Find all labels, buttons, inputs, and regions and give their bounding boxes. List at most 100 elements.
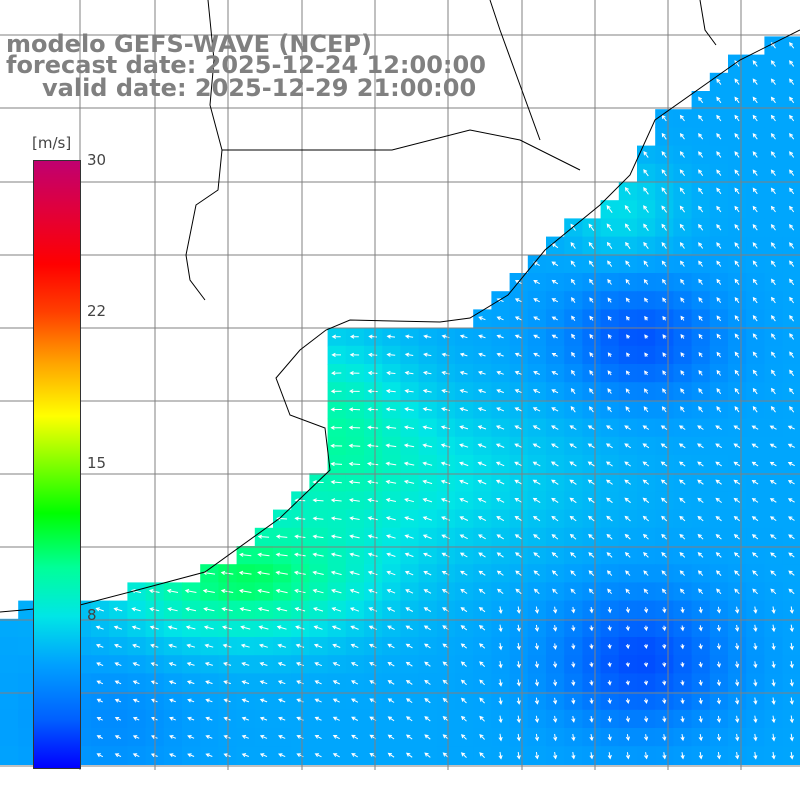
wind-cell [18,709,37,729]
wind-arrow [550,461,559,467]
wind-arrow [625,315,631,321]
wind-arrow [680,260,685,267]
wind-arrow [516,733,521,742]
wind-arrow [132,680,140,685]
wind-arrow [716,715,721,723]
wind-arrow [660,425,668,430]
wind-arrow [533,352,540,357]
wind-arrow [771,387,776,395]
coastline [0,0,800,613]
wind-arrow [680,680,685,686]
wind-arrow [716,278,722,285]
wind-arrow [551,353,558,357]
wind-arrow [625,698,630,705]
wind-arrow [331,352,341,358]
wind-arrow [607,334,612,339]
wind-arrow [589,625,594,632]
wind-arrow [752,315,758,322]
wind-arrow [168,662,177,667]
wind-arrow [477,479,487,485]
wind-arrow [787,498,795,503]
wind-arrow [169,698,176,703]
wind-arrow [551,316,558,321]
wind-cell [0,691,19,711]
wind-arrow [332,698,340,703]
wind-arrow [186,643,196,648]
wind-arrow [643,297,649,303]
wind-arrow [295,662,304,667]
wind-arrow [662,388,667,394]
wind-arrow [534,624,540,632]
wind-arrow [643,644,649,650]
wind-arrow [423,334,432,339]
wind-cell [18,637,37,656]
wind-arrow [477,516,487,522]
wind-arrow [533,588,540,595]
wind-arrow [771,733,776,742]
wind-arrow [331,607,342,612]
wind-arrow [569,515,577,522]
wind-arrow [789,114,795,122]
wind-arrow [789,205,795,213]
wind-arrow [275,552,288,557]
wind-arrow [477,498,487,503]
wind-arrow [314,680,322,685]
wind-arrow [241,753,249,758]
wind-arrow [203,607,215,612]
wind-arrow [368,607,378,612]
wind-arrow [733,443,741,449]
wind-arrow [367,389,378,394]
model-title: modelo GEFS-WAVE (NCEP) [6,30,372,58]
wind-arrow [789,296,795,304]
wind-arrow [752,169,758,176]
wind-arrow [662,716,667,723]
wind-arrow [405,625,413,631]
wind-arrow [788,588,795,595]
wind-cell [0,709,19,729]
wind-arrow [716,315,722,322]
wind-arrow [625,278,631,285]
wind-arrow [514,479,523,485]
wind-arrow [241,662,250,667]
wind-arrow [278,735,286,739]
wind-arrow [770,242,776,249]
wind-arrow [241,698,250,703]
wind-arrow [185,625,196,630]
wind-arrow [752,260,758,267]
wind-arrow [204,662,213,667]
wind-arrow [187,753,195,758]
wind-arrow [769,443,777,448]
wind-arrow [716,114,722,122]
wind-arrow [589,734,594,742]
wind-arrow [553,733,558,742]
wind-arrow [570,570,576,576]
wind-arrow [330,588,342,594]
wind-arrow [423,570,432,576]
wind-arrow [571,697,576,705]
wind-arrow [571,752,576,760]
wind-arrow [680,333,685,339]
wind-arrow [679,114,685,122]
wind-cell [0,637,19,656]
wind-arrow [257,570,270,575]
wind-arrow [662,734,667,742]
wind-arrow [440,425,451,430]
wind-arrow [716,387,722,395]
wind-arrow [734,242,740,249]
wind-arrow [771,679,776,687]
wind-arrow [550,425,559,430]
wind-arrow [498,679,503,687]
wind-arrow [459,425,469,430]
wind-arrow [314,735,322,740]
wind-arrow [771,606,776,614]
wind-arrow [715,570,722,576]
wind-arrow [770,187,776,195]
wind-arrow [607,625,612,632]
wind-arrow [588,552,595,558]
wind-arrow [716,679,721,687]
wind-arrow [570,588,576,595]
wind-arrow [516,606,521,614]
wind-arrow [314,753,322,758]
wind-arrow [312,498,324,503]
wind-arrow [734,260,740,267]
